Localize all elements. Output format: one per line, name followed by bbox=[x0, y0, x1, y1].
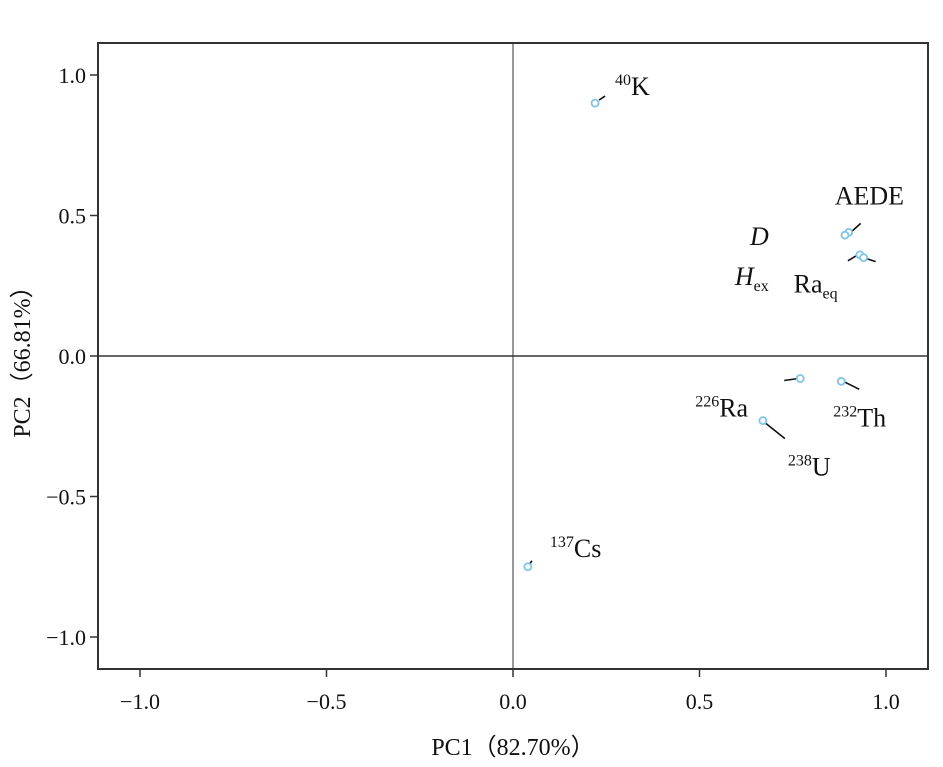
point-label-name: H bbox=[734, 262, 755, 291]
y-axis-ticks: 1.0 0.5 0.0 −0.5 −1.0 bbox=[46, 63, 98, 650]
y-tick-label: 0.0 bbox=[59, 344, 87, 369]
point-leader-line bbox=[842, 380, 860, 391]
reference-lines bbox=[98, 43, 928, 669]
point-label-subscript: ex bbox=[754, 278, 769, 295]
y-tick-label: −1.0 bbox=[46, 625, 86, 650]
y-tick-label: 1.0 bbox=[59, 63, 87, 88]
point-label: 137Cs bbox=[550, 534, 601, 563]
data-point bbox=[590, 98, 600, 108]
x-tick-label: 0.5 bbox=[686, 689, 714, 714]
y-tick-label: −0.5 bbox=[46, 485, 86, 510]
x-tick-label: 0.0 bbox=[499, 689, 527, 714]
y-axis-title: PC2（66.81%） bbox=[10, 274, 36, 437]
point-label-name: U bbox=[812, 453, 831, 482]
point-label-name: Cs bbox=[574, 534, 601, 563]
point-label-superscript: 40 bbox=[615, 72, 631, 89]
data-points bbox=[523, 95, 876, 572]
point-label-superscript: 137 bbox=[550, 534, 574, 551]
data-point bbox=[836, 376, 846, 386]
point-label-name: Ra bbox=[794, 270, 823, 299]
point-label-name: AEDE bbox=[835, 181, 904, 210]
data-point bbox=[795, 374, 805, 383]
point-leader-line bbox=[598, 95, 606, 101]
point-label: 226Ra bbox=[695, 393, 748, 422]
x-axis-ticks: −1.0 −0.5 0.0 0.5 1.0 bbox=[120, 669, 900, 714]
point-label-name: K bbox=[631, 72, 650, 101]
point-label: 232Th bbox=[833, 403, 886, 432]
point-leader-line bbox=[764, 422, 786, 440]
data-point bbox=[758, 416, 768, 426]
point-label: Raeq bbox=[794, 270, 838, 303]
data-point bbox=[859, 253, 869, 263]
point-label-superscript: 226 bbox=[695, 393, 719, 410]
point-label-subscript: eq bbox=[823, 286, 838, 303]
point-label: D bbox=[749, 222, 769, 251]
x-tick-label: 1.0 bbox=[872, 689, 900, 714]
point-label-name: D bbox=[749, 222, 769, 251]
point-label-name: Th bbox=[857, 403, 886, 432]
point-label: AEDE bbox=[835, 181, 904, 210]
point-label: Hex bbox=[734, 262, 769, 295]
x-tick-label: −0.5 bbox=[307, 689, 347, 714]
point-label-name: Ra bbox=[719, 393, 748, 422]
point-label: 238U bbox=[788, 453, 831, 482]
point-label-superscript: 232 bbox=[833, 403, 857, 420]
point-label: 40K bbox=[615, 72, 650, 101]
x-axis-title: PC1（82.70%） bbox=[431, 735, 594, 761]
x-tick-label: −1.0 bbox=[120, 689, 160, 714]
y-tick-label: 0.5 bbox=[59, 204, 87, 229]
data-point bbox=[840, 230, 850, 240]
point-label-superscript: 238 bbox=[788, 453, 812, 470]
data-point bbox=[523, 562, 533, 572]
